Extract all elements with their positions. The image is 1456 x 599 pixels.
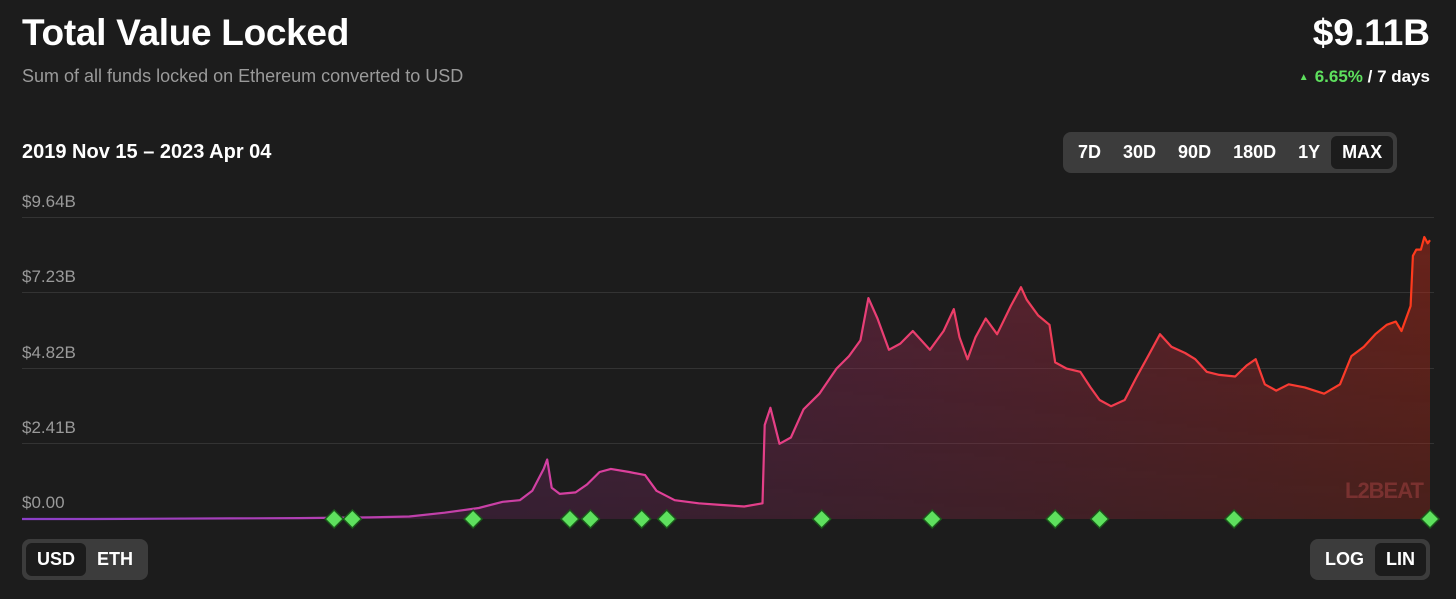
y-tick-label: $0.00	[22, 493, 65, 512]
gridline	[22, 217, 1434, 218]
page-subtitle: Sum of all funds locked on Ethereum conv…	[22, 66, 464, 86]
milestone-marker[interactable]	[1089, 508, 1110, 530]
milestone-marker[interactable]	[811, 508, 832, 530]
milestone-marker[interactable]	[631, 508, 652, 530]
tvl-change: ▲ 6.65% / 7 days	[1299, 67, 1430, 87]
range-button-1y[interactable]: 1Y	[1298, 142, 1321, 162]
tvl-value: $9.11B	[1312, 12, 1430, 53]
y-tick-label: $7.23B	[22, 267, 76, 286]
gridline	[22, 368, 1434, 369]
scale-selector: LOG LIN	[1310, 539, 1430, 580]
date-range: 2019 Nov 15 – 2023 Apr 04	[22, 141, 272, 163]
range-button-max[interactable]: MAX	[1331, 136, 1394, 169]
milestone-marker[interactable]	[656, 508, 677, 530]
change-period: / 7 days	[1367, 67, 1430, 86]
page-title: Total Value Locked	[22, 12, 350, 53]
y-tick-label: $4.82B	[22, 343, 76, 362]
milestone-marker[interactable]	[580, 508, 601, 530]
range-button-30d[interactable]: 30D	[1123, 142, 1157, 162]
milestone-marker[interactable]	[463, 508, 484, 530]
milestone-marker[interactable]	[324, 508, 345, 530]
scale-button-lin[interactable]: LIN	[1375, 543, 1426, 576]
currency-button-eth[interactable]: ETH	[97, 549, 134, 569]
range-button-7d[interactable]: 7D	[1078, 142, 1102, 162]
currency-button-usd[interactable]: USD	[26, 543, 87, 576]
milestone-marker[interactable]	[1419, 508, 1441, 530]
tvl-series-line	[22, 235, 1431, 521]
change-percent: 6.65%	[1314, 67, 1363, 86]
currency-selector: USD ETH	[22, 539, 149, 580]
scale-button-log[interactable]: LOG	[1325, 549, 1364, 569]
tvl-area-fill	[22, 237, 1430, 519]
milestone-marker[interactable]	[1045, 508, 1066, 530]
milestone-marker[interactable]	[559, 508, 580, 530]
gridline	[22, 292, 1434, 293]
range-button-90d[interactable]: 90D	[1178, 142, 1212, 162]
y-tick-label: $2.41B	[22, 418, 76, 437]
milestone-marker[interactable]	[342, 508, 363, 530]
l2beat-watermark-logo: L2BEAT	[1345, 478, 1424, 503]
milestone-marker[interactable]	[1223, 508, 1245, 530]
time-range-selector: 7D 30D 90D 180D 1Y MAX	[1063, 132, 1398, 173]
gridline	[22, 443, 1434, 444]
y-tick-label: $9.64B	[22, 192, 76, 211]
milestone-marker[interactable]	[922, 508, 943, 530]
arrow-up-icon: ▲	[1298, 72, 1309, 83]
range-button-180d[interactable]: 180D	[1233, 142, 1277, 162]
